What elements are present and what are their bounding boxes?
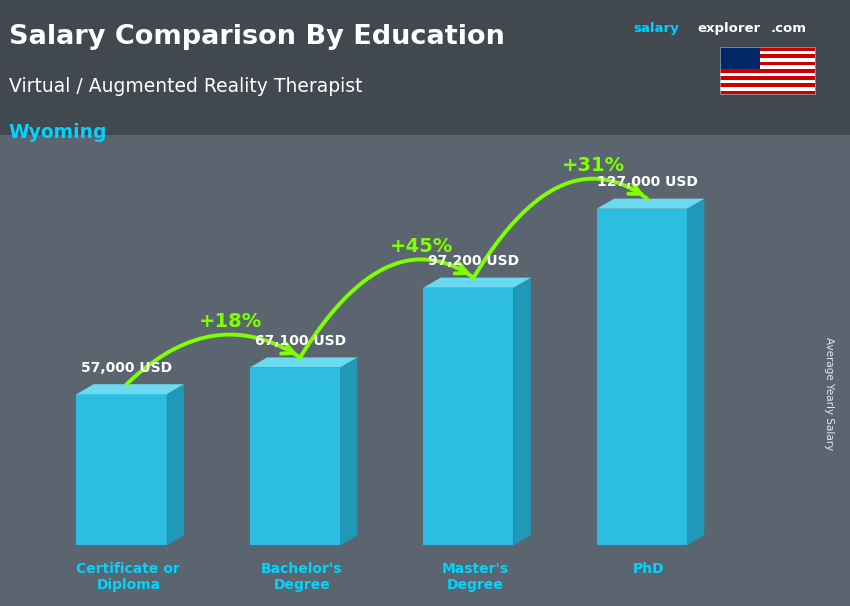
Polygon shape <box>250 367 340 545</box>
Polygon shape <box>76 384 184 395</box>
FancyBboxPatch shape <box>720 65 815 69</box>
Text: +18%: +18% <box>199 312 262 331</box>
FancyBboxPatch shape <box>720 62 815 65</box>
Polygon shape <box>167 384 184 545</box>
Text: salary: salary <box>633 22 679 35</box>
Text: 57,000 USD: 57,000 USD <box>81 361 173 375</box>
Text: Salary Comparison By Education: Salary Comparison By Education <box>8 24 505 50</box>
Polygon shape <box>423 288 513 545</box>
FancyBboxPatch shape <box>720 58 815 62</box>
Text: explorer: explorer <box>697 22 761 35</box>
Text: Wyoming: Wyoming <box>8 123 107 142</box>
Polygon shape <box>340 358 357 545</box>
Text: Bachelor's
Degree: Bachelor's Degree <box>261 562 343 593</box>
Text: 97,200 USD: 97,200 USD <box>428 254 519 268</box>
Polygon shape <box>597 208 687 545</box>
FancyBboxPatch shape <box>0 0 850 135</box>
Polygon shape <box>513 278 530 545</box>
Text: PhD: PhD <box>633 562 665 576</box>
FancyBboxPatch shape <box>720 80 815 84</box>
FancyBboxPatch shape <box>720 47 815 51</box>
FancyBboxPatch shape <box>720 73 815 76</box>
Polygon shape <box>250 358 357 367</box>
Text: Virtual / Augmented Reality Therapist: Virtual / Augmented Reality Therapist <box>8 78 362 96</box>
Text: +45%: +45% <box>389 237 453 256</box>
FancyBboxPatch shape <box>720 76 815 80</box>
Text: +31%: +31% <box>562 156 625 175</box>
Text: Certificate or
Diploma: Certificate or Diploma <box>76 562 180 593</box>
FancyBboxPatch shape <box>720 87 815 91</box>
Text: Master's
Degree: Master's Degree <box>442 562 509 593</box>
FancyBboxPatch shape <box>720 69 815 73</box>
Polygon shape <box>597 199 705 208</box>
FancyBboxPatch shape <box>720 91 815 95</box>
Text: 67,100 USD: 67,100 USD <box>254 334 346 348</box>
Polygon shape <box>76 395 167 545</box>
FancyBboxPatch shape <box>720 47 760 69</box>
Text: .com: .com <box>770 22 806 35</box>
FancyBboxPatch shape <box>720 84 815 87</box>
Text: Average Yearly Salary: Average Yearly Salary <box>824 338 834 450</box>
Text: 127,000 USD: 127,000 USD <box>597 175 698 189</box>
FancyBboxPatch shape <box>720 55 815 58</box>
FancyBboxPatch shape <box>720 51 815 55</box>
Polygon shape <box>423 278 530 288</box>
Polygon shape <box>687 199 705 545</box>
